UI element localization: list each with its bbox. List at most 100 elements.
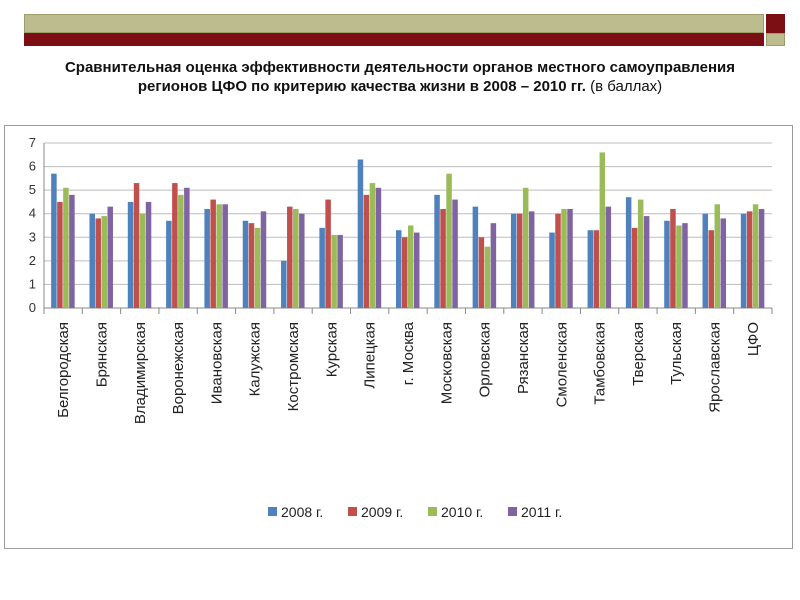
slide-title-note: (в баллах) bbox=[590, 78, 663, 95]
y-tick-label: 7 bbox=[29, 135, 36, 150]
y-tick-label: 4 bbox=[29, 206, 36, 221]
bar-2009г-13 bbox=[555, 213, 561, 308]
y-tick-label: 6 bbox=[29, 159, 36, 174]
bar-2008г-14 bbox=[587, 230, 594, 308]
bar-2009г-2 bbox=[133, 183, 140, 308]
bar-2009г-16 bbox=[670, 209, 676, 308]
bar-2008г-11 bbox=[472, 206, 479, 308]
legend-swatch bbox=[268, 507, 277, 516]
bar-2011г-17 bbox=[720, 218, 727, 308]
y-tick-label: 0 bbox=[29, 300, 36, 315]
legend-swatch bbox=[348, 507, 357, 516]
legend-swatch bbox=[508, 507, 517, 516]
bar-2011г-18 bbox=[758, 209, 765, 308]
bar-2009г-0 bbox=[57, 201, 63, 308]
slide-title-line1: Сравнительная оценка эффективности деяте… bbox=[64, 59, 736, 76]
bar-2008г-4 bbox=[204, 209, 210, 308]
x-category-label: Липецкая bbox=[362, 322, 379, 389]
bar-2010г-13 bbox=[561, 209, 567, 308]
y-tick-label: 3 bbox=[29, 229, 36, 244]
x-category-label: Тамбовская bbox=[592, 322, 609, 405]
x-category-label: ЦФО bbox=[745, 322, 762, 356]
bar-2008г-17 bbox=[702, 213, 709, 308]
bar-2011г-7 bbox=[337, 234, 343, 308]
header-decor-bar-dark bbox=[24, 33, 764, 46]
bar-2011г-9 bbox=[414, 232, 420, 308]
bar-2011г-8 bbox=[375, 187, 382, 308]
x-category-label: Смоленская bbox=[553, 322, 570, 407]
bar-2011г-13 bbox=[567, 209, 573, 308]
bar-2010г-1 bbox=[101, 216, 107, 308]
y-tick-label: 1 bbox=[29, 276, 36, 291]
bar-2010г-5 bbox=[254, 227, 261, 308]
bar-2011г-3 bbox=[184, 187, 190, 308]
x-category-label: Курская bbox=[323, 322, 340, 377]
bar-2010г-15 bbox=[637, 199, 644, 308]
bar-2010г-4 bbox=[216, 204, 222, 308]
bar-2010г-8 bbox=[369, 183, 376, 308]
bar-2011г-2 bbox=[145, 201, 152, 308]
bar-2011г-10 bbox=[452, 199, 458, 308]
x-category-label: Тульская bbox=[668, 322, 685, 385]
legend-label: 2010 г. bbox=[441, 504, 483, 520]
y-tick-label: 2 bbox=[29, 253, 36, 268]
x-category-label: Воронежская bbox=[170, 322, 187, 414]
bar-2008г-1 bbox=[89, 213, 95, 308]
bar-2011г-11 bbox=[490, 223, 497, 308]
bar-2010г-6 bbox=[293, 209, 299, 308]
bar-2008г-15 bbox=[625, 197, 632, 308]
bar-2009г-4 bbox=[210, 199, 216, 308]
x-category-label: Рязанская bbox=[515, 322, 532, 394]
x-category-label: Ярославская bbox=[707, 322, 724, 413]
bar-2011г-4 bbox=[222, 204, 228, 308]
y-tick-label: 5 bbox=[29, 182, 36, 197]
bar-2008г-0 bbox=[51, 173, 57, 308]
bar-2010г-3 bbox=[178, 194, 184, 308]
bar-2010г-0 bbox=[63, 187, 69, 308]
x-category-label: Московская bbox=[438, 322, 455, 404]
bar-2008г-18 bbox=[740, 213, 747, 308]
bar-2009г-3 bbox=[172, 183, 178, 308]
bar-2009г-15 bbox=[631, 227, 638, 308]
bar-2008г-6 bbox=[281, 260, 287, 308]
legend-label: 2008 г. bbox=[281, 504, 323, 520]
bar-2008г-10 bbox=[434, 194, 440, 308]
bar-2009г-18 bbox=[746, 211, 753, 308]
x-category-label: Калужская bbox=[247, 322, 264, 396]
slide-title-line2-text: регионов ЦФО по критерию качества жизни … bbox=[137, 78, 586, 95]
header-decor-square-light bbox=[766, 33, 785, 46]
bar-2010г-7 bbox=[331, 234, 337, 308]
bar-2011г-14 bbox=[605, 206, 612, 308]
bar-2008г-5 bbox=[242, 220, 249, 308]
bar-2010г-16 bbox=[676, 225, 682, 308]
bar-2010г-18 bbox=[752, 204, 759, 308]
x-category-label: Тверская bbox=[630, 322, 647, 386]
legend-swatch bbox=[428, 507, 437, 516]
x-category-label: Костромская bbox=[285, 322, 302, 411]
bar-2011г-12 bbox=[528, 211, 535, 308]
legend-label: 2009 г. bbox=[361, 504, 403, 520]
bar-2009г-11 bbox=[478, 237, 485, 308]
bar-2008г-12 bbox=[510, 213, 517, 308]
bar-2010г-10 bbox=[446, 173, 452, 308]
x-category-label: Белгородская bbox=[55, 322, 72, 418]
bar-2009г-9 bbox=[402, 237, 408, 308]
x-category-label: Брянская bbox=[93, 322, 110, 387]
bar-2009г-5 bbox=[248, 223, 255, 308]
bar-2010г-12 bbox=[522, 187, 529, 308]
bar-2011г-0 bbox=[69, 194, 75, 308]
x-category-label: Владимирская bbox=[132, 322, 149, 424]
bar-2008г-16 bbox=[664, 220, 670, 308]
legend-label: 2011 г. bbox=[521, 504, 562, 520]
bar-2009г-1 bbox=[95, 218, 101, 308]
x-category-label: Орловская bbox=[477, 322, 494, 397]
bar-2010г-11 bbox=[484, 246, 491, 308]
bar-2010г-9 bbox=[408, 225, 414, 308]
bar-2008г-9 bbox=[396, 230, 402, 308]
slide-title-line2: регионов ЦФО по критерию качества жизни … bbox=[60, 77, 740, 96]
slide-title: Сравнительная оценка эффективности деяте… bbox=[60, 58, 740, 96]
bar-2011г-15 bbox=[643, 216, 650, 308]
header-decor-bar bbox=[24, 14, 764, 33]
bar-2008г-7 bbox=[319, 227, 325, 308]
